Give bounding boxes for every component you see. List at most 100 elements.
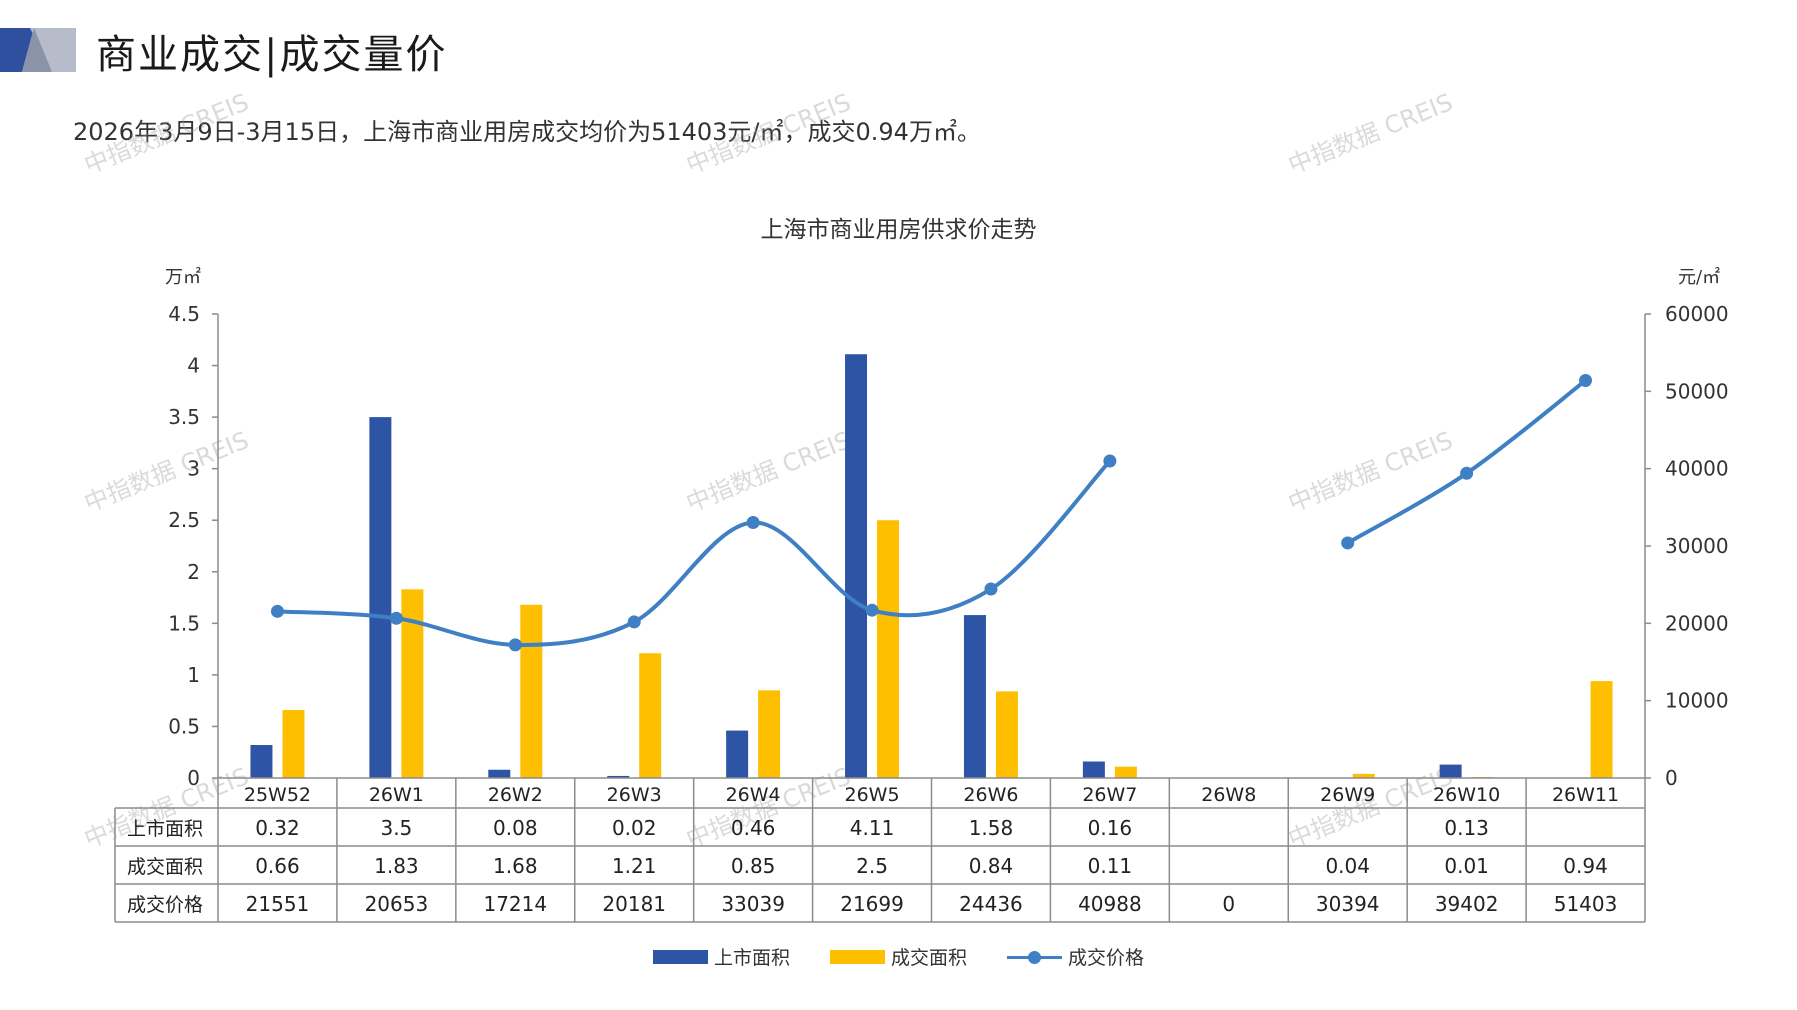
left-tick-label: 4 bbox=[187, 354, 200, 378]
left-tick-label: 4.5 bbox=[168, 302, 200, 326]
data-label: 0.13 bbox=[1444, 816, 1489, 840]
left-tick-label: 0.5 bbox=[168, 714, 200, 738]
data-label: 1.68 bbox=[493, 854, 538, 878]
data-label: 0.46 bbox=[731, 816, 776, 840]
legend-swatch-supply bbox=[652, 949, 708, 964]
right-tick-label: 60000 bbox=[1665, 302, 1729, 326]
price-point-26W5 bbox=[865, 603, 879, 617]
bar-supply-26W1 bbox=[369, 417, 392, 778]
left-tick-label: 3 bbox=[187, 457, 200, 481]
left-tick-label: 1.5 bbox=[168, 611, 200, 635]
legend-label-sales: 成交面积 bbox=[890, 947, 967, 969]
price-point-26W9 bbox=[1341, 536, 1355, 550]
legend-swatch-sales bbox=[829, 949, 885, 964]
legend-label-price: 成交价格 bbox=[1068, 947, 1145, 969]
data-label: 0.16 bbox=[1088, 816, 1133, 840]
bar-supply-26W5 bbox=[845, 354, 868, 778]
brand-logo bbox=[0, 28, 76, 72]
price-point-25W52 bbox=[270, 604, 284, 618]
price-point-26W1 bbox=[389, 611, 403, 625]
logo-shape-light bbox=[30, 28, 76, 72]
data-label: 0.11 bbox=[1088, 854, 1133, 878]
data-label: 3.5 bbox=[380, 816, 412, 840]
legend-label-supply: 上市面积 bbox=[713, 947, 790, 969]
x-tick-label: 26W3 bbox=[607, 784, 662, 806]
data-label: 0.66 bbox=[255, 854, 300, 878]
data-label: 0.02 bbox=[612, 816, 657, 840]
table-row-header: 成交面积 bbox=[127, 856, 203, 878]
x-tick-label: 26W5 bbox=[845, 784, 900, 806]
data-label: 39402 bbox=[1435, 892, 1499, 916]
right-axis-unit: 元/㎡ bbox=[1678, 266, 1720, 288]
left-tick-label: 0 bbox=[187, 766, 200, 790]
price-line-segment-1 bbox=[1346, 378, 1587, 545]
logo-shape-mid bbox=[22, 28, 52, 72]
bar-sales-26W3 bbox=[639, 653, 662, 778]
data-label: 0.94 bbox=[1563, 854, 1608, 878]
data-label: 21551 bbox=[246, 892, 310, 916]
x-tick-label: 26W6 bbox=[963, 784, 1018, 806]
data-label: 20653 bbox=[365, 892, 429, 916]
price-point-26W2 bbox=[508, 638, 522, 652]
data-label: 1.58 bbox=[969, 816, 1014, 840]
bar-supply-26W10 bbox=[1439, 764, 1462, 778]
bar-supply-26W2 bbox=[488, 769, 511, 778]
data-label: 0.84 bbox=[969, 854, 1014, 878]
data-label: 0.08 bbox=[493, 816, 538, 840]
legend-item-sales: 成交面积 bbox=[829, 943, 967, 970]
chart-legend: 上市面积 成交面积 成交价格 bbox=[0, 943, 1797, 970]
data-label: 0.01 bbox=[1444, 854, 1489, 878]
right-tick-label: 30000 bbox=[1665, 534, 1729, 558]
bar-sales-26W4 bbox=[758, 690, 781, 778]
price-point-26W10 bbox=[1460, 466, 1474, 480]
data-label: 51403 bbox=[1554, 892, 1618, 916]
legend-item-price: 成交价格 bbox=[1007, 943, 1144, 970]
left-tick-label: 3.5 bbox=[168, 405, 200, 429]
data-label: 20181 bbox=[602, 892, 666, 916]
data-label: 30394 bbox=[1316, 892, 1380, 916]
right-tick-label: 40000 bbox=[1665, 457, 1729, 481]
bar-sales-26W5 bbox=[877, 520, 900, 778]
x-tick-label: 25W52 bbox=[244, 784, 311, 806]
left-axis-unit: 万㎡ bbox=[165, 266, 201, 288]
x-tick-label: 26W1 bbox=[369, 784, 424, 806]
left-tick-label: 2 bbox=[187, 560, 200, 584]
data-label: 24436 bbox=[959, 892, 1023, 916]
left-tick-label: 1 bbox=[187, 663, 200, 687]
data-label: 0.85 bbox=[731, 854, 776, 878]
legend-swatch-price bbox=[1007, 950, 1062, 964]
data-label: 2.5 bbox=[856, 854, 888, 878]
chart-title: 上海市商业用房供求价走势 bbox=[760, 217, 1037, 243]
data-label: 1.83 bbox=[374, 854, 419, 878]
bar-sales-26W2 bbox=[520, 604, 543, 778]
legend-item-supply: 上市面积 bbox=[652, 943, 790, 970]
bar-sales-26W9 bbox=[1352, 773, 1375, 778]
bar-supply-25W52 bbox=[250, 745, 273, 778]
bar-supply-26W4 bbox=[726, 730, 749, 778]
bar-sales-26W11 bbox=[1590, 681, 1613, 778]
bar-sales-26W1 bbox=[401, 589, 424, 778]
data-label: 0 bbox=[1222, 892, 1235, 916]
x-tick-label: 26W9 bbox=[1320, 784, 1375, 806]
data-label: 17214 bbox=[483, 892, 547, 916]
price-point-26W4 bbox=[746, 515, 760, 529]
x-tick-label: 26W11 bbox=[1552, 784, 1619, 806]
x-tick-label: 26W2 bbox=[488, 784, 543, 806]
page-subtitle: 2026年3月9日-3月15日，上海市商业用房成交均价为51403元/㎡，成交0… bbox=[73, 118, 981, 146]
data-label: 0.32 bbox=[255, 816, 300, 840]
price-point-26W3 bbox=[627, 615, 641, 629]
data-label: 33039 bbox=[721, 892, 785, 916]
right-tick-label: 10000 bbox=[1665, 689, 1729, 713]
right-tick-label: 50000 bbox=[1665, 379, 1729, 403]
x-tick-label: 26W10 bbox=[1433, 784, 1500, 806]
bar-sales-26W7 bbox=[1114, 766, 1137, 778]
x-tick-label: 26W8 bbox=[1201, 784, 1256, 806]
bar-sales-25W52 bbox=[282, 709, 305, 778]
table-row-header: 上市面积 bbox=[127, 818, 203, 840]
bar-supply-26W3 bbox=[607, 775, 630, 778]
data-label: 0.04 bbox=[1325, 854, 1370, 878]
left-tick-label: 2.5 bbox=[168, 508, 200, 532]
price-point-26W6 bbox=[984, 582, 998, 596]
bar-sales-26W6 bbox=[995, 691, 1018, 778]
